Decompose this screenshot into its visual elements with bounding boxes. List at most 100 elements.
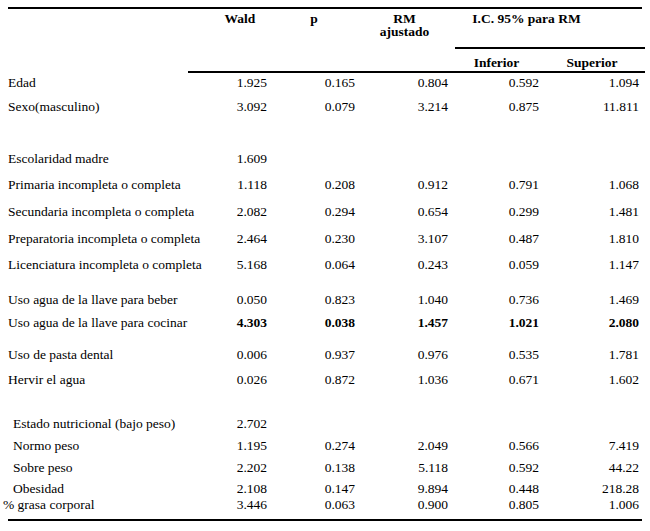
ci-upper-cell: 44.22 <box>542 461 642 475</box>
row-label: Primaria incompleta o completa <box>0 178 210 192</box>
ci-lower-cell: 0.592 <box>451 76 542 90</box>
ci-lower-cell: 0.671 <box>451 373 542 387</box>
ci-lower-cell: 0.535 <box>451 348 542 362</box>
p-cell: 0.294 <box>270 205 358 219</box>
row-label: Licenciatura incompleta o completa <box>0 258 210 272</box>
table-subheader-row: Inferior Superior <box>451 55 642 71</box>
ci-lower-cell: 0.592 <box>451 461 542 475</box>
wald-cell: 1.925 <box>210 76 270 90</box>
ci-lower-cell: 0.487 <box>451 232 542 246</box>
row-label: Secundaria incompleta o completa <box>0 205 210 219</box>
rm-cell: 1.457 <box>358 316 451 330</box>
row-label: Uso de pasta dental <box>0 348 210 362</box>
ci-upper-cell: 1.481 <box>542 205 642 219</box>
ci-upper-cell: 218.28 <box>542 482 642 496</box>
wald-cell: 1.195 <box>210 439 270 453</box>
wald-cell: 2.082 <box>210 205 270 219</box>
ci-lower-cell: 0.805 <box>451 498 542 512</box>
ci-lower-cell: 0.448 <box>451 482 542 496</box>
header-rm-ajustado: RM ajustado <box>358 12 451 38</box>
p-cell: 0.038 <box>270 316 358 330</box>
ci-upper-cell: 1.006 <box>542 498 642 512</box>
header-ci-95: I.C. 95% para RM <box>451 12 642 38</box>
subheader-inferior: Inferior <box>451 55 542 71</box>
ci-upper-cell: 1.810 <box>542 232 642 246</box>
row-label: Uso agua de la llave para cocinar <box>0 316 210 330</box>
table-bottom-rule <box>8 519 642 521</box>
rm-cell: 0.243 <box>358 258 451 272</box>
table-top-rule <box>8 7 642 9</box>
section-gap <box>0 396 650 417</box>
ci-lower-cell: 1.021 <box>451 316 542 330</box>
ci-lower-cell: 0.791 <box>451 178 542 192</box>
ci-lower-cell: 0.299 <box>451 205 542 219</box>
wald-cell: 2.702 <box>210 417 270 431</box>
wald-cell: 2.108 <box>210 482 270 496</box>
table-row-normo-peso: Normo peso 1.195 0.274 2.049 0.566 7.419 <box>0 439 650 461</box>
table-row-obesidad: Obesidad 2.108 0.147 9.894 0.448 218.28 <box>0 482 650 498</box>
table-header-row: Wald p RM ajustado I.C. 95% para RM <box>0 12 642 38</box>
header-bottom-rule <box>188 71 645 73</box>
ci-upper-cell: 11.811 <box>542 100 642 114</box>
p-cell: 0.138 <box>270 461 358 475</box>
table-row-secundaria: Secundaria incompleta o completa 2.082 0… <box>0 205 650 232</box>
rm-cell: 3.107 <box>358 232 451 246</box>
row-label: Obesidad <box>0 482 210 496</box>
wald-cell: 1.118 <box>210 178 270 192</box>
row-label: Escolaridad madre <box>0 152 210 166</box>
rm-cell: 3.214 <box>358 100 451 114</box>
ci-header-underline <box>455 47 645 49</box>
wald-cell: 3.446 <box>210 498 270 512</box>
p-cell: 0.063 <box>270 498 358 512</box>
ci-upper-cell: 2.080 <box>542 316 642 330</box>
table-row-agua-beber: Uso agua de la llave para beber 0.050 0.… <box>0 293 650 316</box>
rm-cell: 2.049 <box>358 439 451 453</box>
row-label: Normo peso <box>0 439 210 453</box>
row-label: Hervir el agua <box>0 373 210 387</box>
table-row-primaria: Primaria incompleta o completa 1.118 0.2… <box>0 178 650 205</box>
row-label: Uso agua de la llave para beber <box>0 293 210 307</box>
p-cell: 0.872 <box>270 373 358 387</box>
ci-upper-cell: 1.602 <box>542 373 642 387</box>
table-row-licenciatura: Licenciatura incompleta o completa 5.168… <box>0 258 650 283</box>
ci-lower-cell: 0.059 <box>451 258 542 272</box>
p-cell: 0.937 <box>270 348 358 362</box>
row-label: Preparatoria incompleta o completa <box>0 232 210 246</box>
table-row-pasta-dental: Uso de pasta dental 0.006 0.937 0.976 0.… <box>0 348 650 373</box>
table-row-edad: Edad 1.925 0.165 0.804 0.592 1.094 <box>0 76 650 100</box>
p-cell: 0.079 <box>270 100 358 114</box>
rm-cell: 1.040 <box>358 293 451 307</box>
table-row-sexo: Sexo(masculino) 3.092 0.079 3.214 0.875 … <box>0 100 650 124</box>
rm-cell: 0.900 <box>358 498 451 512</box>
wald-cell: 4.303 <box>210 316 270 330</box>
section-gap <box>0 124 650 152</box>
subheader-superior: Superior <box>542 55 642 71</box>
p-cell: 0.165 <box>270 76 358 90</box>
header-label-spacer <box>0 12 210 38</box>
p-cell: 0.064 <box>270 258 358 272</box>
ci-upper-cell: 1.781 <box>542 348 642 362</box>
row-label: Edad <box>0 76 210 90</box>
wald-cell: 1.609 <box>210 152 270 166</box>
rm-cell: 5.118 <box>358 461 451 475</box>
header-rm-line2: ajustado <box>358 25 451 38</box>
header-p: p <box>270 12 358 38</box>
ci-upper-cell: 1.147 <box>542 258 642 272</box>
results-table-page: Wald p RM ajustado I.C. 95% para RM Infe… <box>0 0 650 531</box>
ci-lower-cell: 0.566 <box>451 439 542 453</box>
table-row-preparatoria: Preparatoria incompleta o completa 2.464… <box>0 232 650 258</box>
p-cell: 0.208 <box>270 178 358 192</box>
ci-lower-cell: 0.875 <box>451 100 542 114</box>
rm-cell: 0.912 <box>358 178 451 192</box>
table-row-agua-cocinar: Uso agua de la llave para cocinar 4.303 … <box>0 316 650 339</box>
ci-upper-cell: 1.469 <box>542 293 642 307</box>
table-row-hervir-agua: Hervir el agua 0.026 0.872 1.036 0.671 1… <box>0 373 650 396</box>
rm-cell: 0.976 <box>358 348 451 362</box>
p-cell: 0.230 <box>270 232 358 246</box>
rm-cell: 0.654 <box>358 205 451 219</box>
table-row-estado-nutricional: Estado nutricional (bajo peso) 2.702 <box>0 417 650 439</box>
wald-cell: 3.092 <box>210 100 270 114</box>
table-row-escolaridad-madre: Escolaridad madre 1.609 <box>0 152 650 178</box>
table-body: Edad 1.925 0.165 0.804 0.592 1.094 Sexo(… <box>0 76 650 519</box>
table-row-grasa-corporal: % grasa corporal 3.446 0.063 0.900 0.805… <box>0 498 650 519</box>
